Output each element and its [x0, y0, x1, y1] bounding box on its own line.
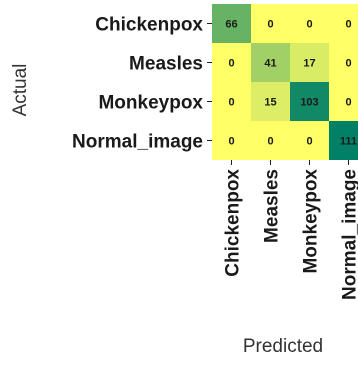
y-tick-label-measles: Measles	[129, 54, 203, 75]
cell-value-label: 15	[264, 97, 276, 109]
y-axis-label: Actual	[10, 64, 31, 117]
cell-value-label: 41	[264, 58, 276, 70]
cell-value-label: 0	[228, 58, 234, 70]
x-tick-label-measles: Measles	[262, 169, 283, 243]
cell-value-label: 0	[306, 136, 312, 148]
cell-measles-normal-image	[329, 43, 358, 82]
cell-value-label: 0	[267, 19, 273, 31]
cell-value-label: 103	[300, 97, 318, 109]
x-tick-label-chickenpox: Chickenpox	[223, 169, 244, 277]
cell-value-label: 0	[345, 19, 351, 31]
cell-value-label: 0	[345, 97, 351, 109]
y-tick-label-normal-image: Normal_image	[72, 132, 203, 153]
cell-value-label: 111	[340, 136, 357, 148]
y-tick-label-monkeypox: Monkeypox	[98, 93, 203, 114]
cell-value-label: 17	[303, 58, 315, 70]
cell-monkeypox-normal-image	[329, 82, 358, 121]
x-tick-label-monkeypox: Monkeypox	[301, 169, 322, 274]
cell-chickenpox-normal-image	[329, 4, 358, 43]
x-tick-label-normal-image: Normal_image	[340, 169, 358, 300]
cell-value-label: 0	[267, 136, 273, 148]
x-axis-label: Predicted	[243, 336, 323, 357]
cell-value-label: 0	[345, 58, 351, 70]
cell-value-label: 0	[228, 136, 234, 148]
y-tick-label-chickenpox: Chickenpox	[95, 15, 203, 36]
cell-value-label: 0	[306, 19, 312, 31]
cell-value-label: 66	[225, 19, 237, 31]
cell-value-label: 0	[228, 97, 234, 109]
